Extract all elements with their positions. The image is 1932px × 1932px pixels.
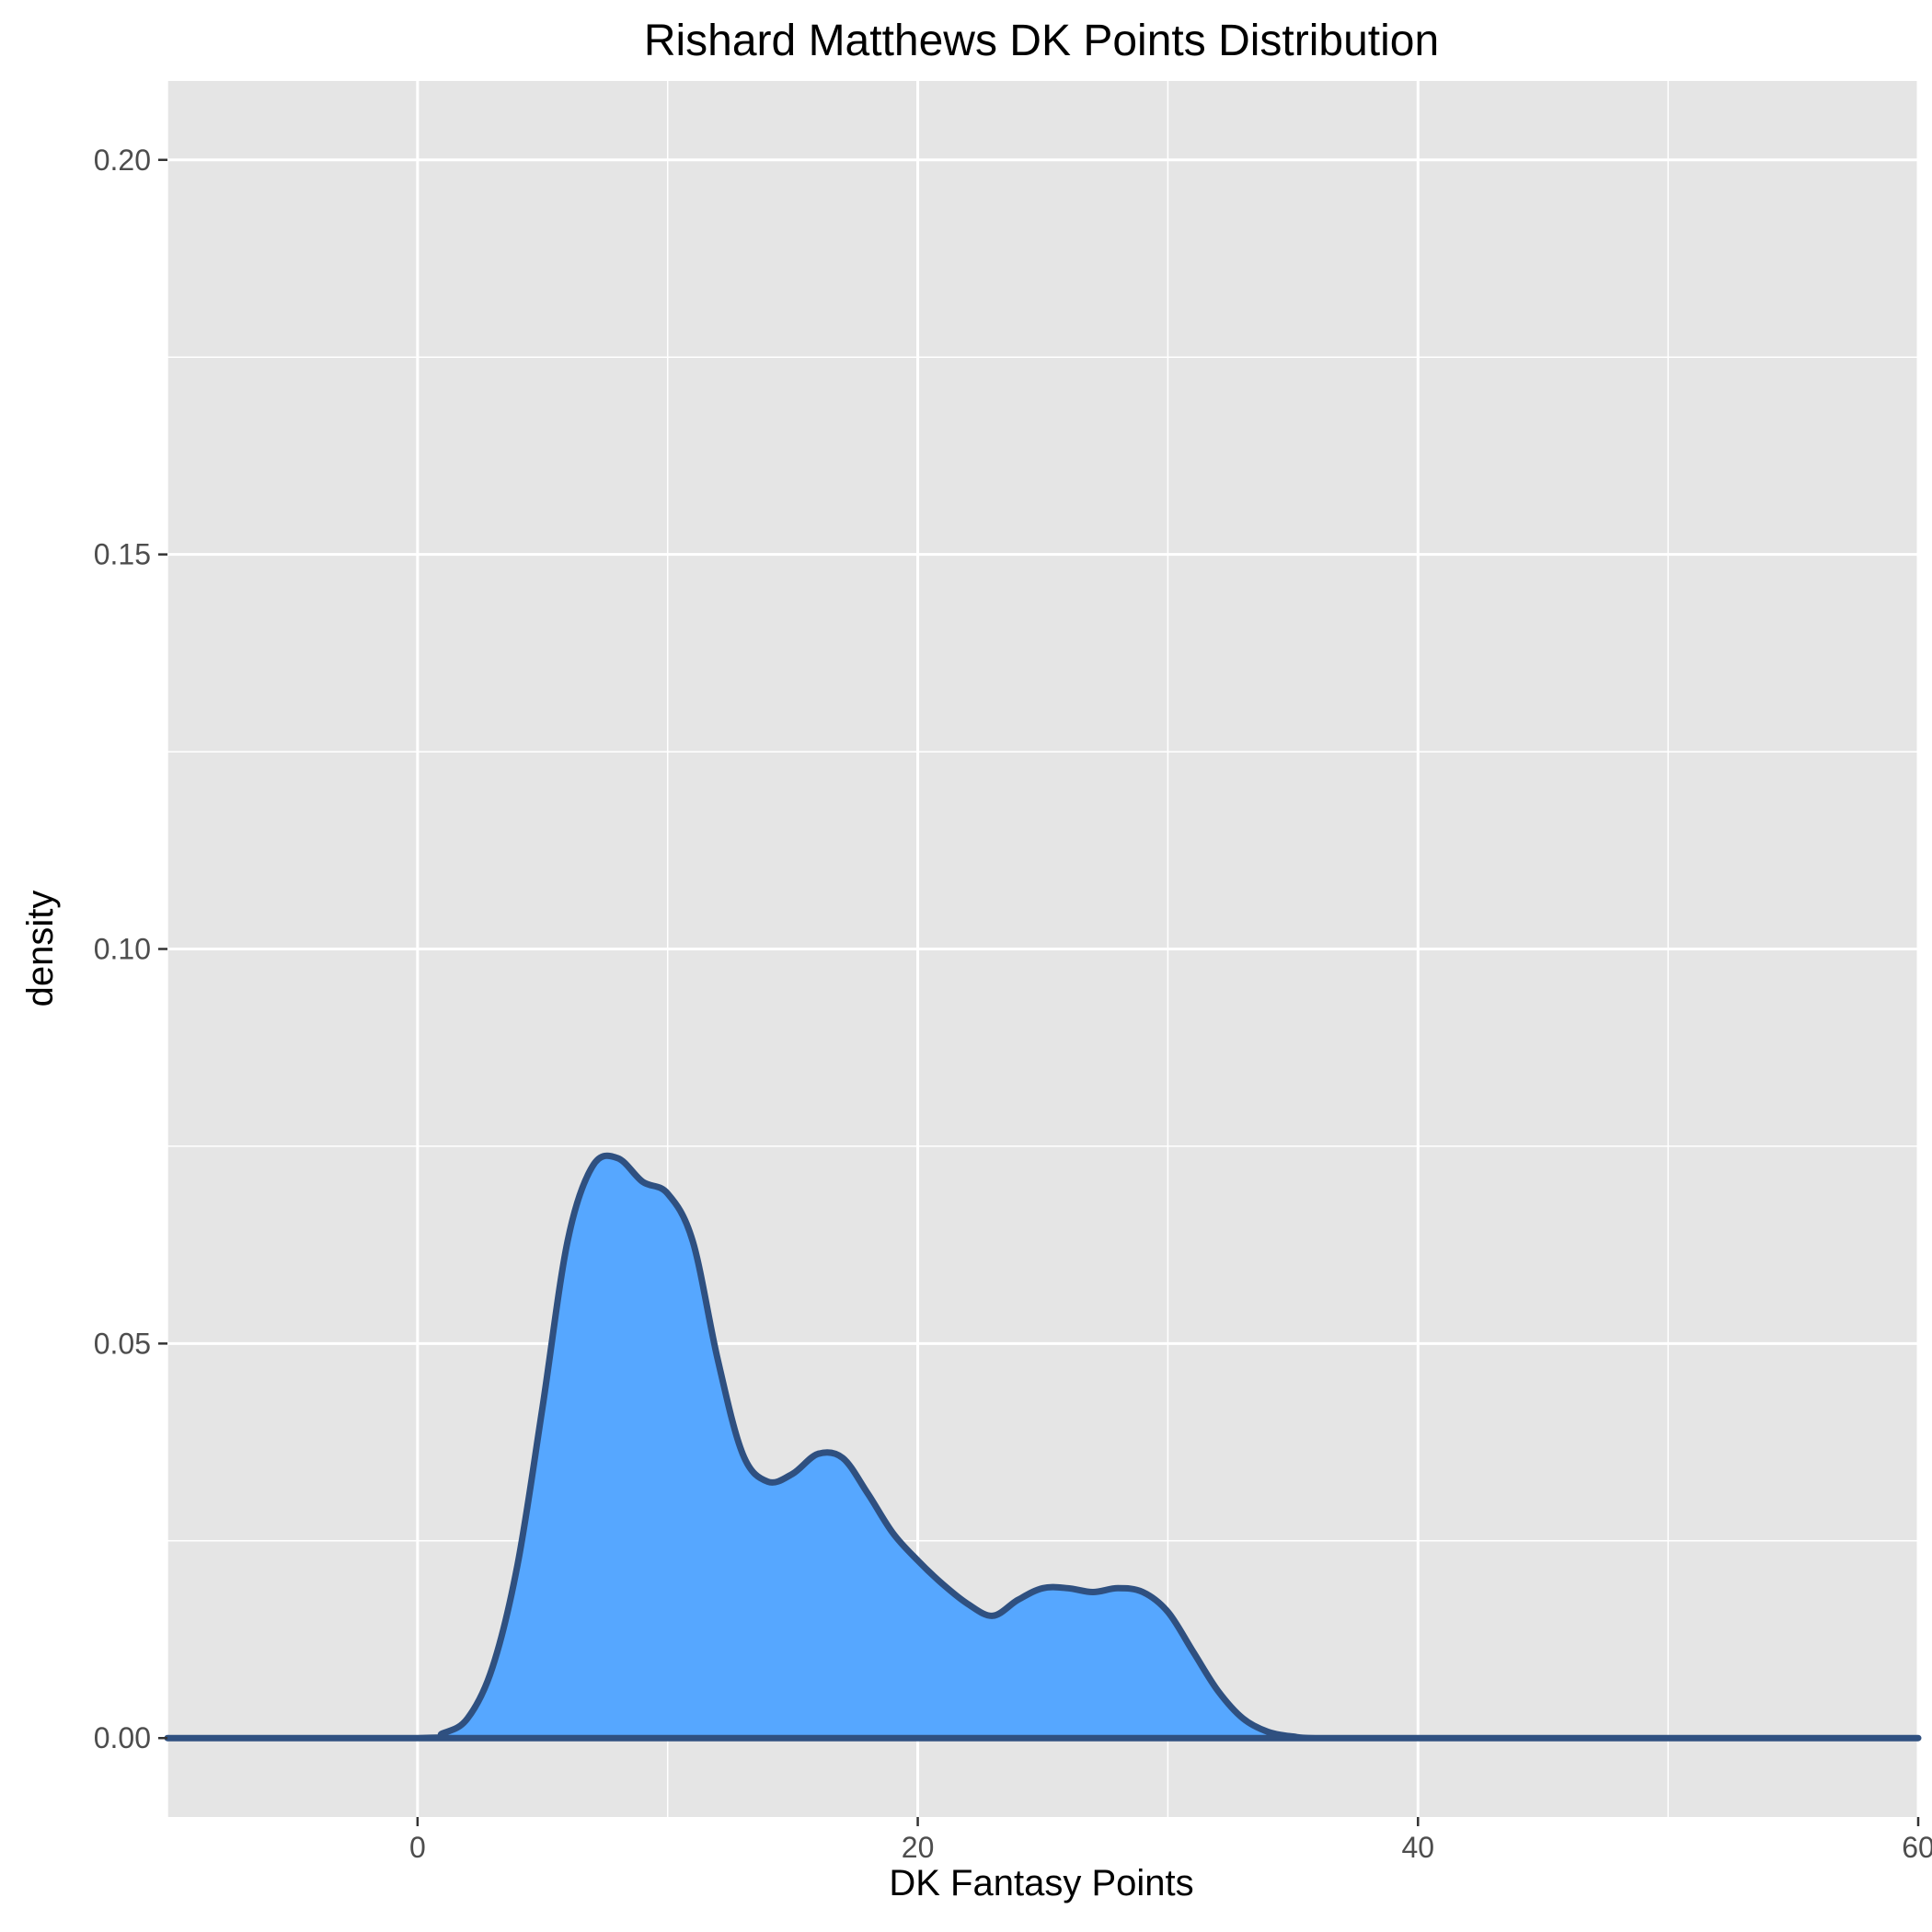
- y-axis-label: density: [20, 891, 61, 1007]
- x-tick-label: 60: [1902, 1831, 1932, 1864]
- y-axis: 0.00 0.05 0.10 0.15 0.20: [94, 144, 167, 1754]
- y-tick-label: 0.00: [94, 1721, 151, 1754]
- x-tick-label: 20: [902, 1831, 935, 1864]
- y-tick-label: 0.05: [94, 1327, 151, 1360]
- x-tick-label: 40: [1401, 1831, 1434, 1864]
- density-curve-line: [164, 1152, 1922, 1742]
- y-tick-label: 0.20: [94, 144, 151, 177]
- density-area-fill: [167, 1156, 1918, 1739]
- chart-title: Rishard Matthews DK Points Distribution: [644, 17, 1439, 65]
- x-axis-label: DK Fantasy Points: [889, 1863, 1193, 1903]
- y-tick-label: 0.10: [94, 933, 151, 966]
- x-axis: 0 20 40 60: [409, 1817, 1932, 1864]
- x-tick-label: 0: [409, 1831, 426, 1864]
- y-tick-label: 0.15: [94, 538, 151, 571]
